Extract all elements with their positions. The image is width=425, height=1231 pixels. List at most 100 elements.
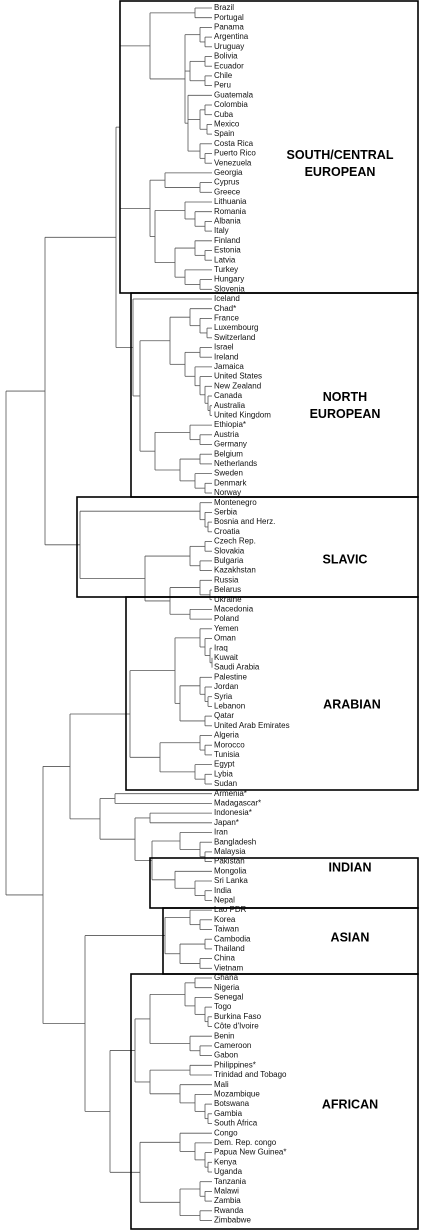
leaf-label: Jordan [214, 682, 238, 691]
leaf-label: Chad* [214, 304, 236, 313]
leaf-label: Netherlands [214, 459, 257, 468]
leaf-label: Gabon [214, 1051, 238, 1060]
leaf-label: Qatar [214, 711, 234, 720]
leaf-label: Iraq [214, 643, 228, 652]
leaf-label: Algeria [214, 731, 239, 740]
leaf-label: Congo [214, 1128, 238, 1137]
leaf-label: Ghana [214, 973, 239, 982]
cluster-box [162, 907, 419, 975]
leaf-label: Dem. Rep. congo [214, 1138, 277, 1147]
leaf-label: Belgium [214, 449, 243, 458]
leaf-label: Nepal [214, 896, 235, 905]
leaf-label: Vietnam [214, 963, 244, 972]
leaf-label: Korea [214, 915, 236, 924]
leaf-label: Iran [214, 828, 228, 837]
leaf-label: Pakistan [214, 857, 245, 866]
leaf-label: Papua New Guinea* [214, 1148, 287, 1157]
leaf-label: Madagascar* [214, 799, 261, 808]
cluster-label: NORTH [323, 390, 367, 404]
leaf-label: Canada [214, 391, 243, 400]
leaf-label: Uganda [214, 1167, 243, 1176]
leaf-label: Mongolia [214, 866, 247, 875]
leaf-label: Malawi [214, 1187, 239, 1196]
leaf-label: Palestine [214, 672, 247, 681]
leaf-label: Burkina Faso [214, 1012, 262, 1021]
leaf-label: Bangladesh [214, 837, 256, 846]
leaf-label: Peru [214, 81, 231, 90]
leaf-label: Lebanon [214, 702, 245, 711]
leaf-label: Germany [214, 440, 247, 449]
leaf-label: Venezuela [214, 158, 252, 167]
leaf-label: Slovenia [214, 284, 245, 293]
leaf-label: Botswana [214, 1099, 250, 1108]
leaf-label: Puerto Rico [214, 149, 256, 158]
leaf-label: Trinidad and Tobago [214, 1070, 287, 1079]
leaf-label: Argentina [214, 32, 249, 41]
leaf-label: Switzerland [214, 333, 255, 342]
leaf-label: Cyprus [214, 178, 239, 187]
leaf-label: Brazil [214, 3, 234, 12]
leaf-label: India [214, 886, 232, 895]
leaf-label: Gambia [214, 1109, 243, 1118]
leaf-label: France [214, 314, 239, 323]
cluster-label: ASIAN [331, 930, 370, 944]
cluster-box [76, 496, 419, 598]
leaf-label: Russia [214, 575, 239, 584]
leaf-label: Malaysia [214, 847, 246, 856]
leaf-label: Lithuania [214, 197, 247, 206]
leaf-label: Croatia [214, 527, 240, 536]
leaf-label: Japan* [214, 818, 239, 827]
leaf-label: Togo [214, 1002, 232, 1011]
leaf-label: Cuba [214, 110, 234, 119]
leaf-label: United States [214, 372, 262, 381]
leaf-label: Côte d'Ivoire [214, 1022, 259, 1031]
leaf-label: Zambia [214, 1196, 241, 1205]
leaf-label: Oman [214, 634, 236, 643]
cluster-label: EUROPEAN [310, 407, 381, 421]
leaf-label: Costa Rica [214, 139, 254, 148]
leaf-label: Turkey [214, 265, 238, 274]
cluster-label: INDIAN [328, 860, 371, 874]
cluster-label: EUROPEAN [305, 165, 376, 179]
leaf-label: Bosnia and Herz. [214, 517, 275, 526]
cluster-label: SOUTH/CENTRAL [287, 148, 394, 162]
leaf-label: Taiwan [214, 925, 239, 934]
leaf-label: Guatemala [214, 90, 254, 99]
leaf-label: Ukraine [214, 595, 242, 604]
leaf-label: Italy [214, 226, 229, 235]
leaf-label: Thailand [214, 944, 245, 953]
leaf-label: Sudan [214, 779, 237, 788]
leaf-label: Panama [214, 23, 244, 32]
leaf-label: Macedonia [214, 605, 254, 614]
leaf-label: Spain [214, 129, 234, 138]
leaf-label: Cameroon [214, 1041, 251, 1050]
leaf-label: Egypt [214, 760, 235, 769]
leaf-label: South Africa [214, 1119, 258, 1128]
leaf-label: Poland [214, 614, 239, 623]
leaf-label: Rwanda [214, 1206, 244, 1215]
leaf-label: Armenia* [214, 789, 247, 798]
leaf-label: Benin [214, 1031, 234, 1040]
leaf-label: Albania [214, 217, 241, 226]
leaf-label: Yemen [214, 624, 239, 633]
leaf-label: Mexico [214, 120, 240, 129]
leaf-label: Greece [214, 187, 241, 196]
leaf-label: Serbia [214, 508, 238, 517]
leaf-label: China [214, 954, 235, 963]
leaf-label: Bolivia [214, 52, 238, 61]
leaf-label: Lybia [214, 769, 233, 778]
leaf-label: Czech Rep. [214, 537, 256, 546]
leaf-label: Nigeria [214, 983, 240, 992]
leaf-label: Tanzania [214, 1177, 247, 1186]
leaf-label: Saudi Arabia [214, 663, 260, 672]
leaf-label: Indonesia* [214, 808, 252, 817]
leaf-label: Sri Lanka [214, 876, 248, 885]
leaf-label: Lao PDR [214, 905, 247, 914]
leaf-label: Latvia [214, 255, 236, 264]
leaf-label: Austria [214, 430, 239, 439]
leaf-label: Jamaica [214, 362, 244, 371]
cluster-label: SLAVIC [323, 552, 368, 566]
leaf-label: Slovakia [214, 546, 245, 555]
